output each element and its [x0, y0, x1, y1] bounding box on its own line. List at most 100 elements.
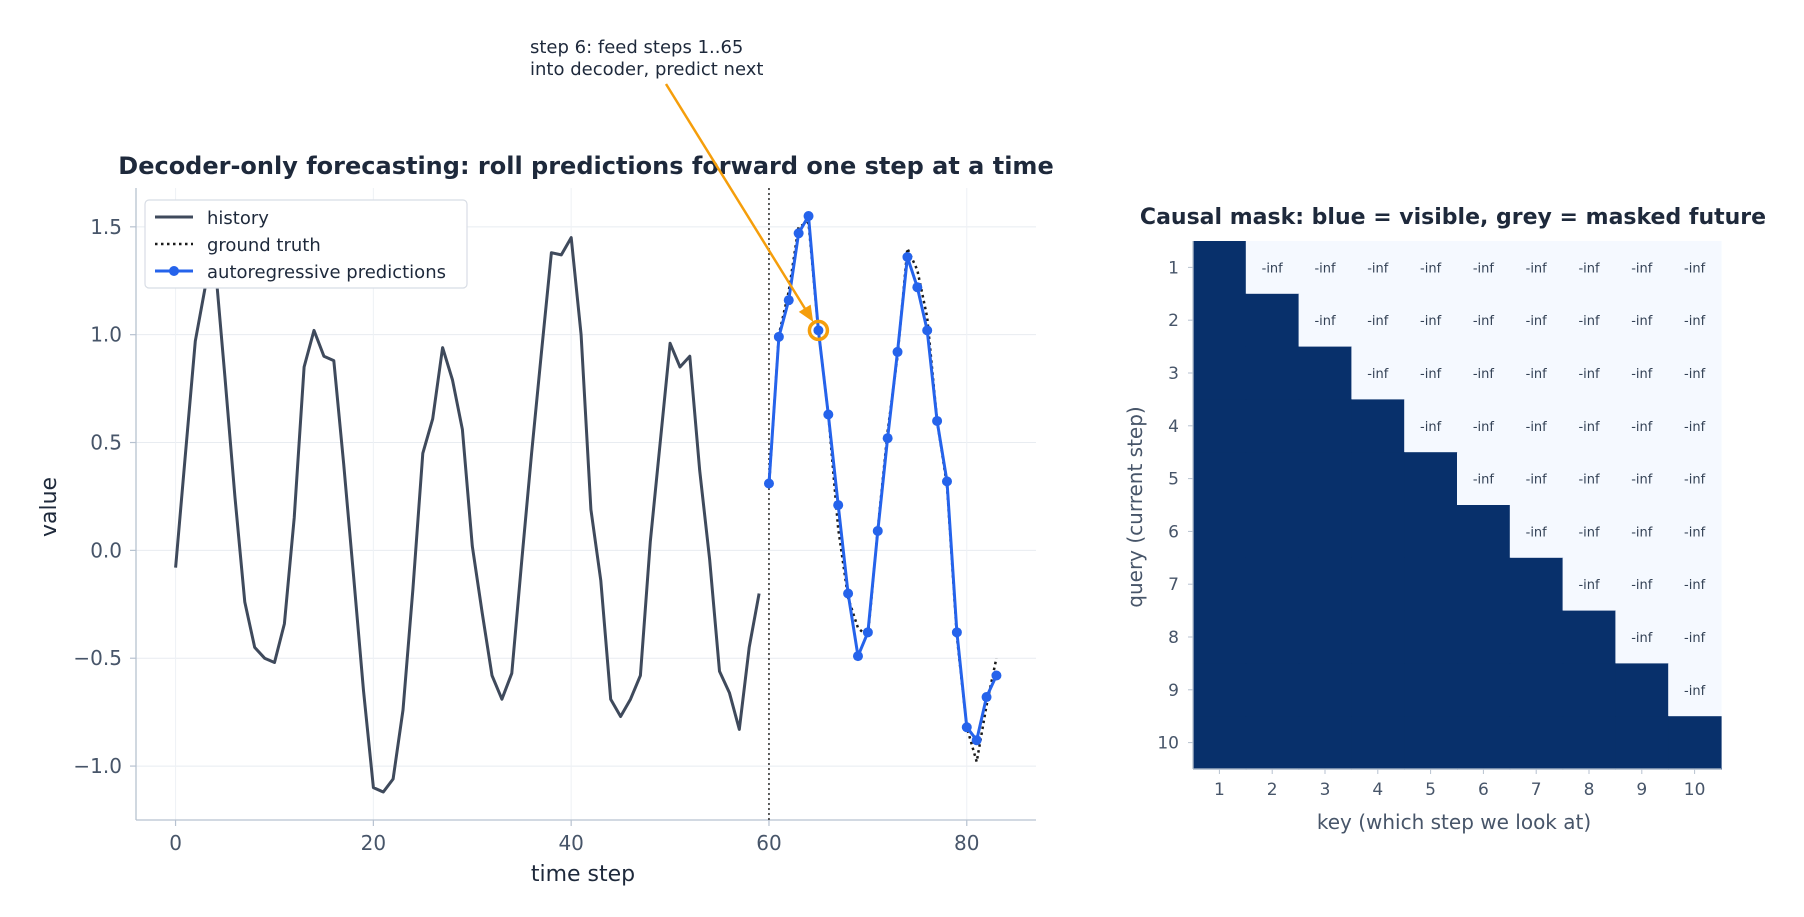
mask-cell-visible — [1193, 241, 1247, 295]
mask-cell-masked — [1615, 610, 1669, 664]
mask-cell-label: -inf — [1526, 525, 1548, 540]
mask-cell-label: -inf — [1684, 525, 1706, 540]
mask-cell-masked — [1668, 241, 1722, 295]
forecast-line-chart: Decoder-only forecasting: roll predictio… — [37, 37, 1054, 887]
mask-cell-masked — [1615, 241, 1669, 295]
mask-cell-masked — [1457, 399, 1511, 453]
prediction-point — [922, 325, 933, 336]
mask-cell-visible — [1457, 557, 1511, 612]
heatmap-cells: -inf -inf -inf -inf -inf -inf -inf -inf -inf -inf… — [1193, 241, 1722, 770]
mask-cell-masked — [1668, 399, 1722, 453]
mask-cell-masked — [1562, 452, 1616, 506]
heatmap-x-tick-label: 5 — [1425, 780, 1436, 800]
mask-cell-visible — [1457, 505, 1511, 559]
mask-cell-visible — [1562, 610, 1616, 664]
heatmap-y-tick-label: 6 — [1168, 522, 1179, 542]
mask-cell-visible — [1193, 505, 1247, 559]
mask-cell-visible — [1562, 716, 1616, 770]
prediction-point — [833, 500, 844, 511]
mask-cell-masked — [1404, 399, 1458, 453]
mask-cell-visible — [1509, 663, 1564, 717]
mask-cell-masked — [1668, 663, 1722, 717]
mask-cell-visible — [1298, 610, 1352, 664]
mask-cell-visible — [1615, 663, 1669, 717]
heatmap-x-tick-label: 2 — [1267, 780, 1278, 800]
mask-cell-masked — [1509, 293, 1564, 348]
step-annotation: step 6: feed steps 1..65 into decoder, p… — [530, 37, 814, 322]
mask-cell-label: -inf — [1578, 473, 1600, 488]
prediction-point — [991, 670, 1002, 681]
mask-cell-masked — [1298, 241, 1352, 295]
line-chart-title: Decoder-only forecasting: roll predictio… — [118, 152, 1053, 180]
mask-cell-visible — [1351, 505, 1405, 559]
mask-cell-visible — [1351, 452, 1405, 506]
mask-cell-visible — [1298, 716, 1352, 770]
mask-cell-masked — [1668, 610, 1722, 664]
prediction-point — [823, 409, 834, 420]
heatmap-x-tick-label: 6 — [1478, 780, 1489, 800]
mask-cell-visible — [1193, 399, 1247, 453]
mask-cell-masked — [1615, 505, 1669, 559]
mask-cell-masked — [1668, 505, 1722, 559]
mask-cell-visible — [1457, 716, 1511, 770]
mask-cell-visible — [1298, 557, 1352, 612]
annotation-arrow — [664, 83, 808, 313]
mask-cell-label: -inf — [1631, 525, 1653, 540]
mask-cell-visible — [1404, 505, 1458, 559]
heatmap-x-tick-label: 3 — [1320, 780, 1331, 800]
mask-cell-label: -inf — [1526, 314, 1548, 329]
y-tick-label: 1.5 — [90, 215, 122, 239]
mask-cell-masked — [1562, 505, 1616, 559]
heatmap-axes — [1192, 241, 1721, 770]
mask-cell-masked — [1668, 293, 1722, 348]
mask-cell-visible — [1193, 346, 1247, 400]
mask-cell-visible — [1298, 452, 1352, 506]
annotation-line-1: step 6: feed steps 1..65 — [530, 37, 743, 58]
mask-cell-label: -inf — [1314, 261, 1336, 276]
heatmap-y-tick-label: 10 — [1157, 734, 1179, 754]
mask-cell-label: -inf — [1473, 314, 1495, 329]
mask-cell-visible — [1404, 452, 1458, 506]
mask-cell-masked — [1351, 293, 1405, 348]
mask-cell-masked — [1509, 399, 1564, 453]
heatmap-y-tick-label: 1 — [1168, 258, 1179, 278]
mask-cell-visible — [1245, 399, 1300, 453]
mask-cell-visible — [1509, 716, 1564, 770]
mask-cell-visible — [1298, 663, 1352, 717]
mask-cell-label: -inf — [1684, 631, 1706, 646]
mask-cell-label: -inf — [1684, 261, 1706, 276]
annotation-line-2: into decoder, predict next — [530, 59, 763, 80]
heatmap-y-tick-label: 2 — [1168, 311, 1179, 331]
mask-cell-label: -inf — [1526, 420, 1548, 435]
mask-cell-visible — [1193, 610, 1247, 664]
legend-box — [144, 199, 468, 289]
heatmap-y-tick-label: 8 — [1168, 628, 1179, 648]
x-axis-label: time step — [531, 862, 635, 887]
legend-marker-predictions — [169, 266, 179, 276]
mask-cell-visible — [1404, 557, 1458, 612]
heatmap-y-tick-label: 9 — [1168, 681, 1179, 701]
x-tick-label: 20 — [361, 831, 386, 855]
mask-cell-masked — [1404, 293, 1458, 348]
mask-cell-label: -inf — [1420, 261, 1442, 276]
mask-cell-masked — [1668, 557, 1722, 612]
heatmap-y-axis-label: query (current step) — [1123, 406, 1147, 607]
mask-cell-visible — [1404, 610, 1458, 664]
mask-cell-masked — [1615, 399, 1669, 453]
mask-cell-visible — [1668, 716, 1722, 770]
mask-cell-visible — [1509, 557, 1564, 612]
mask-cell-label: -inf — [1684, 420, 1706, 435]
mask-cell-masked — [1298, 293, 1352, 348]
x-tick-label: 80 — [954, 831, 979, 855]
mask-cell-label: -inf — [1473, 473, 1495, 488]
mask-cell-masked — [1615, 346, 1669, 400]
prediction-point — [793, 228, 804, 239]
y-axis-label: value — [37, 477, 62, 537]
mask-cell-masked — [1351, 241, 1405, 295]
prediction-point — [813, 325, 824, 336]
mask-cell-label: -inf — [1473, 261, 1495, 276]
heatmap-x-axis-label: key (which step we look at) — [1317, 810, 1591, 834]
heatmap-y-tick-label: 7 — [1168, 575, 1179, 595]
mask-cell-label: -inf — [1578, 314, 1600, 329]
mask-cell-visible — [1245, 716, 1300, 770]
